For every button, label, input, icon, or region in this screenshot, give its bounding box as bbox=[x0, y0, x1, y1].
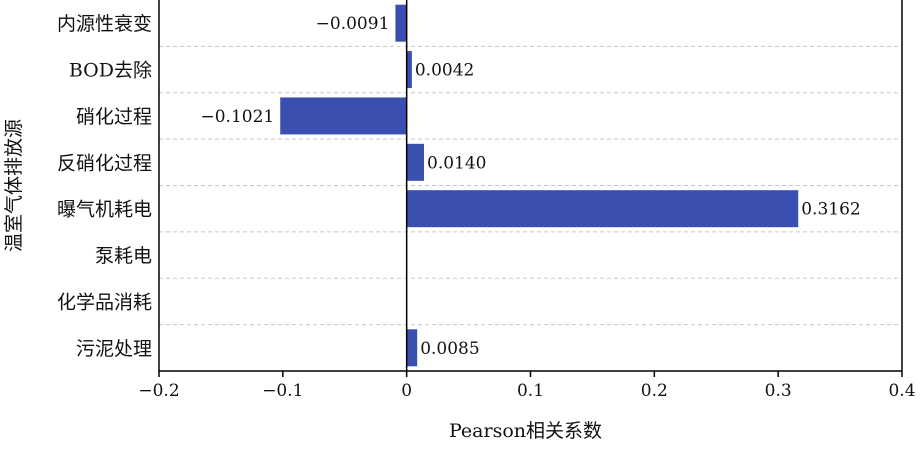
bar-0 bbox=[395, 5, 406, 42]
data-label: −0.1021 bbox=[200, 107, 274, 127]
category-label: 反硝化过程 bbox=[57, 152, 152, 174]
category-label: 内源性衰变 bbox=[57, 13, 152, 35]
bar-3 bbox=[407, 144, 424, 181]
bar-4 bbox=[407, 190, 799, 227]
category-label: 化学品消耗 bbox=[57, 291, 152, 313]
data-label: 0.0140 bbox=[427, 153, 486, 173]
data-label: 0.0042 bbox=[415, 61, 474, 81]
bar-2 bbox=[280, 97, 406, 134]
bar-7 bbox=[407, 329, 418, 366]
x-tick-label: 0.4 bbox=[888, 381, 915, 401]
x-tick-label: 0.3 bbox=[765, 381, 792, 401]
x-tick-label: 0 bbox=[401, 381, 412, 401]
x-tick-label: −0.1 bbox=[262, 381, 303, 401]
x-axis-title: Pearson相关系数 bbox=[449, 420, 602, 442]
category-label: 泵耗电 bbox=[95, 245, 152, 267]
x-tick-label: 0.1 bbox=[517, 381, 544, 401]
data-label: 0.0085 bbox=[420, 339, 479, 359]
bar-1 bbox=[407, 51, 412, 88]
data-label: −0.0091 bbox=[316, 14, 390, 34]
x-tick-label: −0.2 bbox=[138, 381, 179, 401]
data-label: 0.3162 bbox=[801, 200, 860, 220]
category-label: 曝气机耗电 bbox=[57, 199, 152, 221]
x-tick-label: 0.2 bbox=[641, 381, 668, 401]
y-axis-title: 温室气体排放源 bbox=[3, 119, 25, 252]
category-label: 污泥处理 bbox=[76, 338, 152, 360]
category-label: 硝化过程 bbox=[76, 106, 152, 128]
category-label: BOD去除 bbox=[69, 60, 152, 82]
